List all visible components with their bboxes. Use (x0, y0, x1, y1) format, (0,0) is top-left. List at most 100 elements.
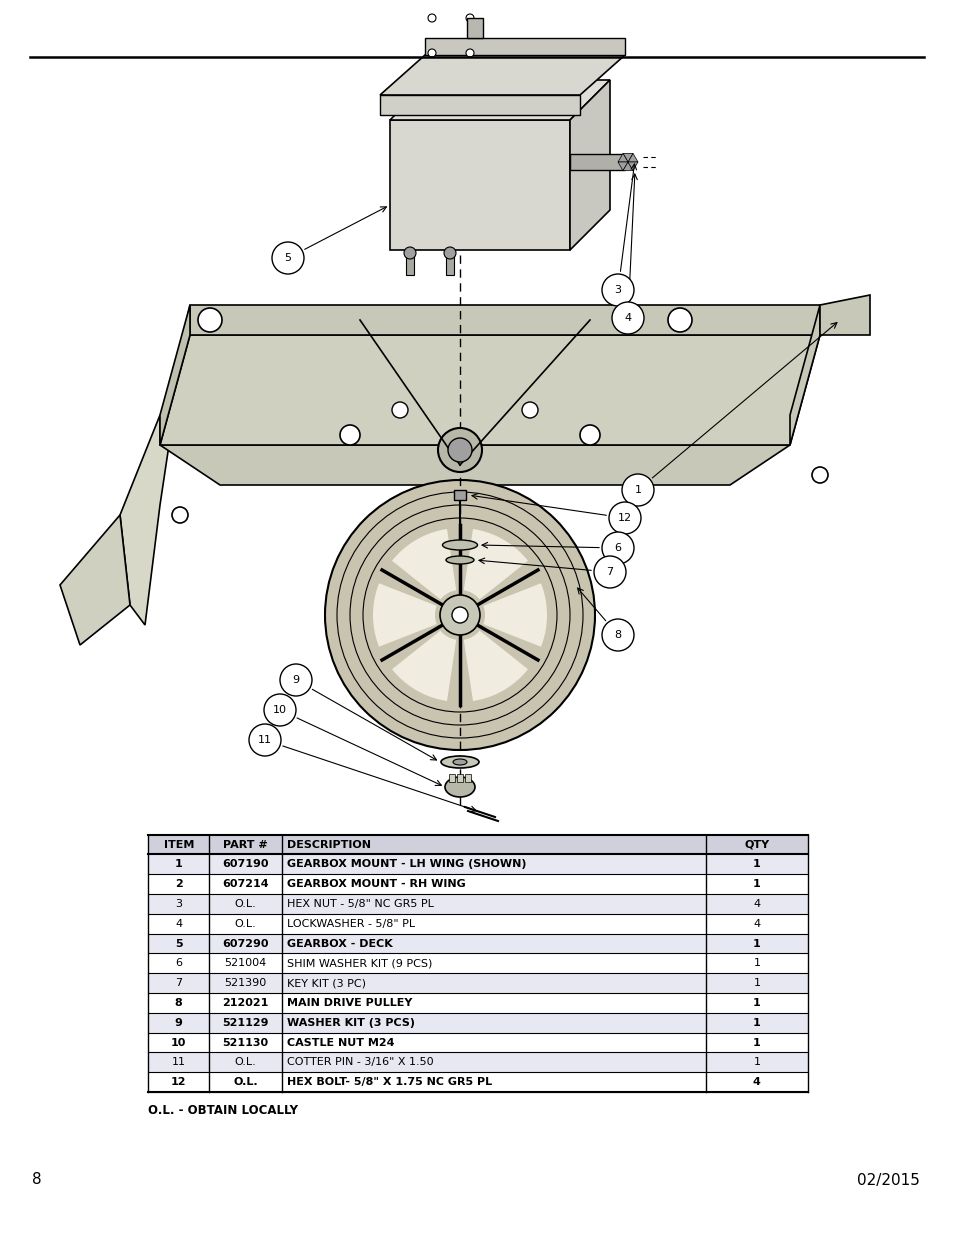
Bar (148, 993, 807, 1013)
Text: HEX BOLT- 5/8" X 1.75 NC GR5 PL: HEX BOLT- 5/8" X 1.75 NC GR5 PL (287, 1077, 492, 1087)
Polygon shape (390, 80, 609, 120)
Circle shape (280, 664, 312, 697)
Bar (449, 774, 455, 782)
Polygon shape (373, 583, 436, 647)
Ellipse shape (446, 556, 474, 564)
Circle shape (249, 724, 281, 756)
Circle shape (392, 403, 408, 417)
Text: 10: 10 (273, 705, 287, 715)
Polygon shape (160, 335, 820, 445)
Text: LOCKWASHER - 5/8" PL: LOCKWASHER - 5/8" PL (287, 919, 415, 929)
Text: 4: 4 (175, 919, 182, 929)
Text: 1: 1 (752, 860, 760, 869)
Circle shape (272, 242, 304, 274)
Text: 1: 1 (752, 1018, 760, 1028)
Polygon shape (820, 295, 869, 335)
Text: 1: 1 (752, 879, 760, 889)
Polygon shape (622, 153, 633, 162)
Circle shape (811, 467, 827, 483)
Circle shape (452, 606, 468, 622)
Circle shape (428, 49, 436, 57)
Circle shape (428, 14, 436, 22)
Text: 6: 6 (175, 958, 182, 968)
Bar (148, 934, 807, 953)
Text: COTTER PIN - 3/16" X 1.50: COTTER PIN - 3/16" X 1.50 (287, 1057, 434, 1067)
Circle shape (608, 501, 640, 534)
Polygon shape (160, 445, 789, 485)
Text: 3: 3 (175, 899, 182, 909)
Polygon shape (483, 583, 546, 647)
Bar (148, 1052, 807, 1072)
Bar (148, 835, 807, 855)
Circle shape (621, 474, 654, 506)
Bar (464, 774, 471, 782)
Bar (148, 1072, 807, 1092)
Polygon shape (618, 153, 627, 162)
Circle shape (465, 14, 474, 22)
Bar (148, 914, 807, 934)
Text: O.L.: O.L. (234, 899, 256, 909)
Text: 9: 9 (174, 1018, 182, 1028)
Circle shape (448, 438, 472, 462)
Text: PART #: PART # (223, 840, 268, 850)
Text: 1: 1 (752, 1037, 760, 1047)
Polygon shape (622, 162, 633, 170)
Polygon shape (627, 162, 638, 170)
Polygon shape (424, 38, 624, 56)
Polygon shape (379, 56, 624, 95)
Circle shape (521, 403, 537, 417)
Ellipse shape (453, 760, 467, 764)
Text: SHIM WASHER KIT (9 PCS): SHIM WASHER KIT (9 PCS) (287, 958, 432, 968)
Circle shape (601, 274, 634, 306)
Text: O.L.: O.L. (234, 1057, 256, 1067)
Text: 10: 10 (171, 1037, 186, 1047)
Text: 8: 8 (174, 998, 182, 1008)
Text: GEARBOX MOUNT - LH WING (SHOWN): GEARBOX MOUNT - LH WING (SHOWN) (287, 860, 526, 869)
Polygon shape (160, 305, 190, 445)
Polygon shape (463, 529, 527, 599)
Text: KEY KIT (3 PC): KEY KIT (3 PC) (287, 978, 366, 988)
Text: 212021: 212021 (222, 998, 269, 1008)
Polygon shape (390, 120, 569, 249)
Polygon shape (379, 95, 579, 115)
Polygon shape (627, 153, 638, 162)
Polygon shape (120, 305, 190, 625)
Text: 4: 4 (752, 1077, 760, 1087)
Bar (148, 894, 807, 914)
Circle shape (339, 425, 359, 445)
Bar (446, 249, 454, 275)
Text: 8: 8 (614, 630, 621, 640)
Text: 3: 3 (614, 285, 620, 295)
Text: 9: 9 (293, 676, 299, 685)
Text: DESCRIPTION: DESCRIPTION (287, 840, 371, 850)
Ellipse shape (440, 756, 478, 768)
Polygon shape (190, 305, 820, 335)
Circle shape (439, 595, 479, 635)
Text: 4: 4 (753, 899, 760, 909)
Text: MAIN DRIVE PULLEY: MAIN DRIVE PULLEY (287, 998, 412, 1008)
Bar (148, 953, 807, 973)
Circle shape (594, 556, 625, 588)
Circle shape (612, 303, 643, 333)
Circle shape (437, 429, 481, 472)
Text: 4: 4 (624, 312, 631, 324)
Text: 607214: 607214 (222, 879, 269, 889)
Text: O.L.: O.L. (234, 919, 256, 929)
Text: 607290: 607290 (222, 939, 269, 948)
Text: ITEM: ITEM (163, 840, 193, 850)
Circle shape (172, 508, 188, 522)
Text: 521004: 521004 (224, 958, 267, 968)
Text: 5: 5 (284, 253, 292, 263)
Text: 8: 8 (32, 1172, 42, 1188)
Ellipse shape (442, 540, 477, 550)
Polygon shape (463, 631, 527, 701)
Text: 1: 1 (752, 939, 760, 948)
Bar (456, 774, 462, 782)
Circle shape (601, 619, 634, 651)
Text: 521129: 521129 (222, 1018, 269, 1028)
Text: 7: 7 (606, 567, 613, 577)
Text: GEARBOX - DECK: GEARBOX - DECK (287, 939, 393, 948)
Polygon shape (569, 80, 609, 249)
Circle shape (443, 247, 456, 259)
Text: 4: 4 (753, 919, 760, 929)
